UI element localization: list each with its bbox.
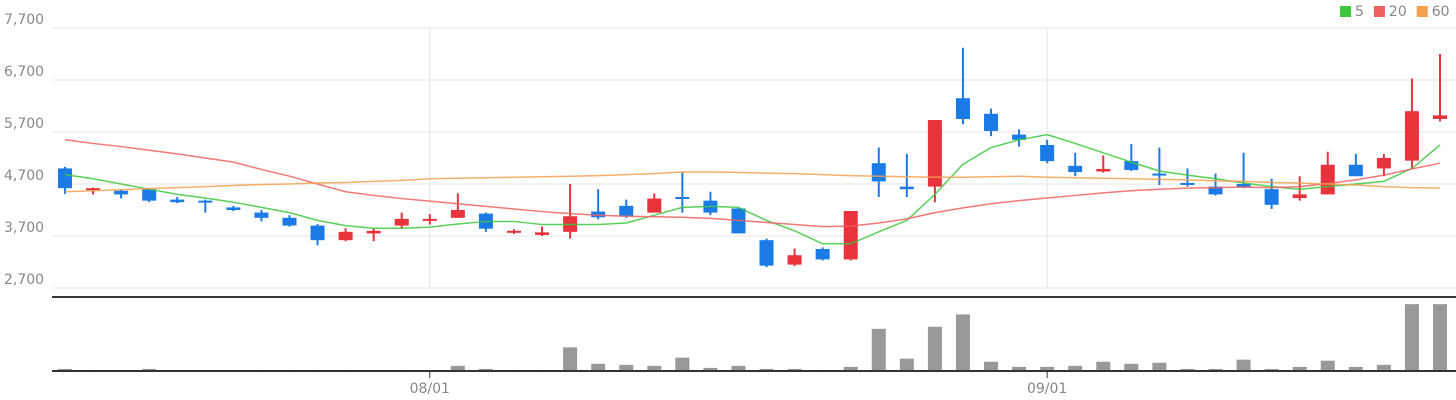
- volume-bar: [955, 314, 970, 370]
- candle-body: [591, 211, 606, 218]
- candle-body: [675, 197, 690, 199]
- volume-bar: [759, 368, 774, 370]
- candle-body: [1320, 164, 1335, 195]
- candle-body: [310, 225, 325, 241]
- volume-bar: [647, 365, 662, 370]
- volume-bar: [450, 365, 465, 370]
- volume-bar: [1180, 368, 1195, 370]
- candle-body: [506, 230, 521, 233]
- y-tick-label: 6,700: [4, 64, 44, 80]
- candle-body: [535, 232, 550, 235]
- candle-body: [1096, 168, 1111, 172]
- candle-body: [927, 120, 942, 187]
- candle-body: [114, 190, 129, 195]
- volume-bar: [1404, 304, 1419, 370]
- y-tick-label: 2,700: [4, 272, 44, 288]
- volume-bar: [731, 365, 746, 370]
- y-tick-label: 7,700: [4, 12, 44, 28]
- volume-bar: [142, 368, 157, 370]
- legend-label: 20: [1389, 4, 1407, 20]
- legend-label: 5: [1355, 4, 1364, 20]
- candle-body: [198, 200, 213, 203]
- volume-bar: [1376, 364, 1391, 370]
- volume-bar: [675, 357, 690, 370]
- candle-body: [1433, 115, 1447, 119]
- ma-line: [64, 139, 1441, 228]
- volume-bar: [1124, 363, 1139, 370]
- candle-body: [170, 199, 185, 203]
- y-tick-label: 4,700: [4, 168, 44, 184]
- candle-body: [1236, 184, 1251, 187]
- candle-body: [815, 249, 830, 260]
- y-tick-label: 3,700: [4, 220, 44, 236]
- candle-body: [1292, 194, 1307, 199]
- candle-body: [899, 186, 914, 190]
- candle-body: [1124, 161, 1139, 170]
- volume-bar: [1433, 304, 1447, 370]
- volume-bar: [1292, 366, 1307, 370]
- volume-bar: [563, 347, 578, 370]
- volume-bar: [591, 363, 606, 370]
- candle-body: [984, 113, 999, 131]
- legend-label: 60: [1432, 4, 1450, 20]
- volume-bar: [984, 361, 999, 370]
- candle-body: [366, 230, 381, 234]
- volume-bar: [1152, 362, 1167, 370]
- candle-body: [1404, 111, 1419, 161]
- volume-bar: [478, 368, 493, 370]
- candle-body: [1152, 173, 1167, 176]
- legend-swatch: [1416, 6, 1428, 17]
- ma-line: [64, 171, 1441, 193]
- candle-body: [282, 217, 297, 226]
- volume-bar: [787, 368, 802, 370]
- legend-swatch: [1373, 6, 1385, 17]
- candle-body: [254, 212, 269, 218]
- candle-body: [1348, 164, 1363, 177]
- volume-bar: [1348, 366, 1363, 370]
- candle-body: [1208, 186, 1223, 195]
- volume-bar: [58, 368, 72, 370]
- volume-bar: [703, 367, 718, 370]
- candle-body: [142, 189, 157, 201]
- volume-bar: [843, 366, 858, 370]
- ma-line: [64, 133, 1441, 245]
- volume-bar: [1012, 366, 1027, 370]
- volume-bar: [619, 364, 634, 370]
- candle-body: [759, 240, 774, 266]
- candle-body: [1012, 134, 1027, 140]
- candle-body: [338, 231, 353, 241]
- volume-bar: [871, 328, 886, 370]
- legend-swatch: [1340, 6, 1351, 17]
- volume-bar: [1040, 366, 1055, 370]
- volume-bar: [927, 326, 942, 370]
- candle-body: [619, 205, 634, 217]
- x-tick-label: 09/01: [1027, 381, 1067, 397]
- candle-body: [1264, 189, 1279, 205]
- volume-bar: [1068, 365, 1083, 370]
- candle-body: [1068, 165, 1083, 173]
- volume-bar: [1208, 368, 1223, 370]
- candle-body: [58, 168, 72, 189]
- candle-body: [1180, 182, 1195, 185]
- candle-body: [843, 211, 858, 260]
- volume-bar: [1264, 368, 1279, 370]
- candle-body: [871, 163, 886, 182]
- candle-body: [226, 207, 241, 210]
- candle-body: [394, 218, 409, 226]
- y-tick-label: 5,700: [4, 116, 44, 132]
- volume-bar: [1236, 359, 1251, 370]
- x-tick-label: 08/01: [410, 381, 450, 397]
- volume-bar: [1096, 361, 1111, 370]
- candle-body: [955, 98, 970, 119]
- candle-body: [1040, 145, 1055, 162]
- candle-body: [86, 188, 101, 191]
- candle-body: [647, 198, 662, 213]
- candle-body: [787, 255, 802, 265]
- candle-body: [1376, 158, 1391, 169]
- volume-bar: [1320, 360, 1335, 370]
- candle-body: [422, 218, 437, 221]
- volume-bar: [899, 358, 914, 370]
- candle-body: [450, 210, 465, 218]
